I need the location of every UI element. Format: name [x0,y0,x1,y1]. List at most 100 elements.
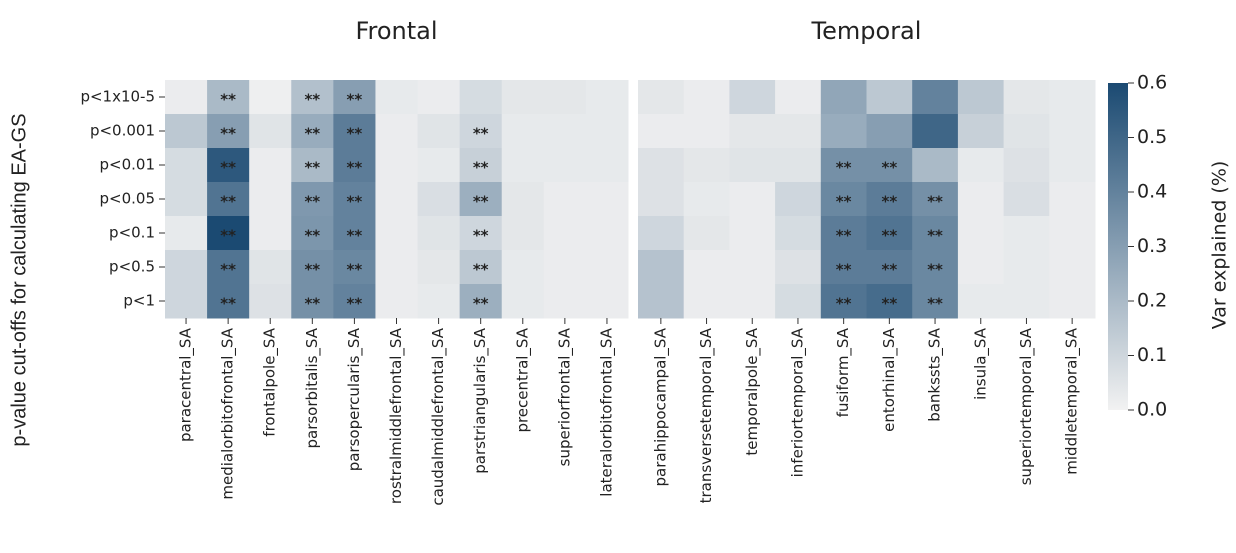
significance-label: ** [473,125,489,143]
heatmap-cell [638,284,685,319]
heatmap-cell [585,250,629,285]
heatmap-cell [165,216,208,251]
heatmap-cell [501,216,545,251]
x-tick-label: rostralmiddlefrontal_SA [387,327,406,504]
heatmap-cell [912,148,959,183]
significance-label: ** [881,159,897,177]
x-tick-label: parahippocampal_SA [651,327,670,486]
significance-label: ** [927,295,943,313]
x-tick-label: medialorbitofrontal_SA [219,327,238,499]
colorbar [1108,83,1128,410]
heatmap-cell [729,250,776,285]
heatmap-cell [820,148,867,183]
heatmap-cell [866,148,913,183]
heatmap-cell [683,182,730,217]
heatmap-cell [775,182,822,217]
heatmap-cell [459,284,503,319]
x-tick-label: temporalpole_SA [743,327,762,455]
heatmap-cell [638,80,685,115]
heatmap-cell [417,250,461,285]
heatmap-cell [375,216,419,251]
significance-label: ** [836,193,852,211]
heatmap-cell [729,148,776,183]
heatmap-cell [638,148,685,183]
significance-label: ** [347,159,363,177]
heatmap-cell [165,114,208,149]
heatmap-cell [729,114,776,149]
heatmap-cell [866,216,913,251]
heatmap-cell [683,80,730,115]
significance-label: ** [304,193,320,211]
significance-label: ** [473,227,489,245]
heatmap-cell [957,182,1005,217]
significance-label: ** [220,159,236,177]
heatmap-cell [501,114,545,149]
heatmap-cell [683,284,730,319]
y-tick-label: p<0.05 [100,190,156,208]
heatmap-cell [333,284,376,319]
significance-label: ** [220,261,236,279]
heatmap-cell [1003,250,1050,285]
heatmap-cell [543,284,587,319]
x-tick-label: transversetemporal_SA [697,327,716,503]
heatmap-cell [912,216,959,251]
heatmap-cell [1003,182,1050,217]
heatmap-cell [683,114,730,149]
significance-label: ** [473,261,489,279]
heatmap-cell [459,80,503,115]
heatmap-cell [165,182,208,217]
heatmap-cell [543,216,587,251]
heatmap-cell [638,114,685,149]
heatmap-cell [912,250,959,285]
significance-label: ** [347,193,363,211]
heatmap-cell [543,182,587,217]
colorbar-tick-label: 0.4 [1137,181,1167,203]
heatmap-cell [249,216,292,251]
heatmap-cell [291,284,334,319]
heatmap-cell [820,284,867,319]
significance-label: ** [347,125,363,143]
y-tick-label: p<0.01 [100,156,156,174]
y-tick-label: p<1x10-5 [80,88,155,106]
heatmap-cell [333,216,376,251]
heatmap-cell [333,250,376,285]
heatmap-cell [417,114,461,149]
heatmap-cell [333,182,376,217]
heatmap-cell [585,182,629,217]
colorbar-tick-label: 0.3 [1137,235,1167,257]
heatmap-cell [417,80,461,115]
heatmap-cell [165,284,208,319]
heatmap-cell [417,148,461,183]
x-tick-label: caudalmiddlefrontal_SA [429,327,448,505]
heatmap-cell [333,114,376,149]
x-tick-label: middletemporal_SA [1063,327,1082,474]
heatmap-cell [866,284,913,319]
heatmap-cell [912,114,959,149]
heatmap-cell [866,182,913,217]
significance-label: ** [473,295,489,313]
heatmap-cell [417,182,461,217]
heatmap-cell [417,216,461,251]
heatmap-cell [585,216,629,251]
heatmap-cell [1049,284,1096,319]
heatmap-cell [1049,216,1096,251]
heatmap-cell [585,80,629,115]
significance-label: ** [304,159,320,177]
x-tick-label: parstriangularis_SA [471,327,490,473]
heatmap-cell [291,114,334,149]
heatmap-cell [291,148,334,183]
heatmap-cell [165,80,208,115]
x-tick-label: parsorbitalis_SA [303,327,322,448]
significance-label: ** [836,295,852,313]
significance-label: ** [220,91,236,109]
colorbar-tick-label: 0.0 [1137,399,1167,421]
heatmap-cell [207,284,250,319]
panel-title: Temporal [811,17,922,45]
significance-label: ** [220,295,236,313]
heatmap-cell [291,216,334,251]
heatmap-cell [165,250,208,285]
significance-label: ** [347,261,363,279]
heatmap-cell [543,148,587,183]
heatmap-cell [207,148,250,183]
y-tick-label: p<0.5 [109,258,155,276]
